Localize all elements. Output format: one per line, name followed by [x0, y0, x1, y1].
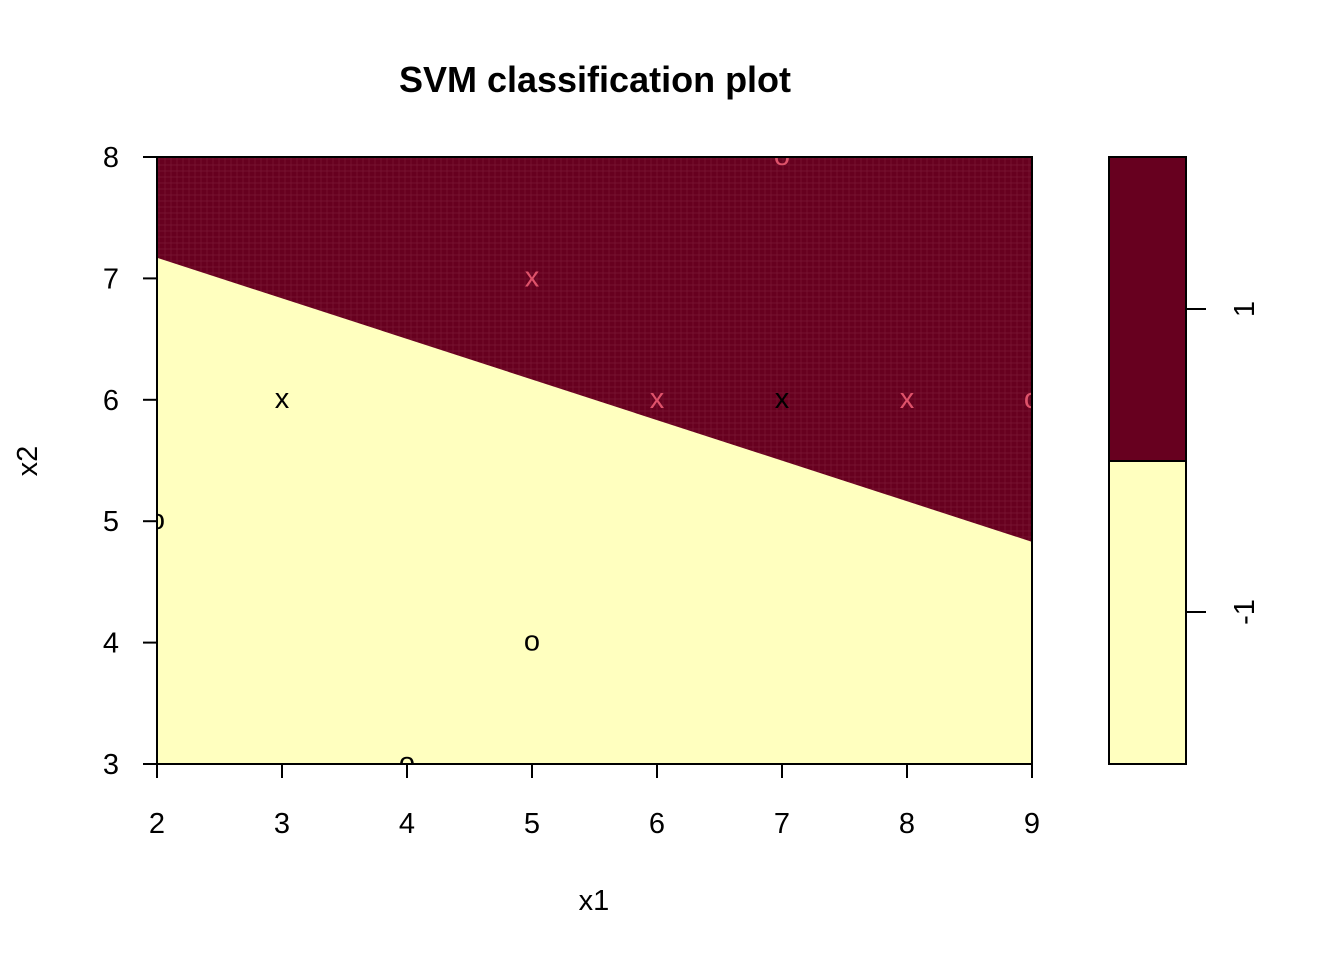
plot-frame	[156, 156, 1033, 765]
data-point: x	[650, 383, 665, 415]
data-point: x	[775, 383, 790, 415]
y-tick-label: 3	[103, 749, 119, 781]
x-axis: 2 3 4 5 6 7 8 9	[149, 764, 1040, 840]
data-point: x	[900, 383, 915, 415]
data-point: o	[399, 747, 415, 779]
y-axis-label: x2	[12, 446, 44, 477]
x-axis-label: x1	[579, 885, 610, 917]
data-point: o	[524, 626, 540, 658]
legend-label-class-1: 1	[1229, 301, 1261, 317]
data-point: x	[525, 261, 540, 293]
x-tick-label: 2	[149, 808, 165, 840]
y-tick-label: 6	[103, 385, 119, 417]
x-tick-label: 7	[774, 808, 790, 840]
chart-title: SVM classification plot	[399, 59, 791, 100]
y-tick-label: 8	[103, 142, 119, 174]
data-point: x	[275, 383, 290, 415]
x-tick-label: 9	[1024, 808, 1040, 840]
legend: 1 -1	[1108, 156, 1261, 765]
y-tick-label: 7	[103, 263, 119, 295]
data-point: o	[774, 140, 790, 172]
x-tick-label: 4	[399, 808, 415, 840]
x-tick-label: 6	[649, 808, 665, 840]
data-point: o	[1024, 383, 1040, 415]
y-tick-label: 4	[103, 628, 119, 660]
x-tick-label: 8	[899, 808, 915, 840]
y-tick-label: 5	[103, 506, 119, 538]
x-tick-label: 5	[524, 808, 540, 840]
legend-swatch-class-1	[1108, 156, 1187, 462]
y-axis: 3 4 5 6 7 8	[103, 142, 157, 781]
data-point: o	[149, 504, 165, 536]
region-class-1	[157, 157, 1032, 542]
data-points: o x x x x x o o o o	[149, 140, 1040, 779]
plot-area: o x x x x x o o o o	[149, 140, 1040, 779]
legend-label-class-minus-1: -1	[1229, 599, 1261, 625]
legend-swatch-class-minus-1	[1108, 460, 1187, 765]
x-tick-label: 3	[274, 808, 290, 840]
